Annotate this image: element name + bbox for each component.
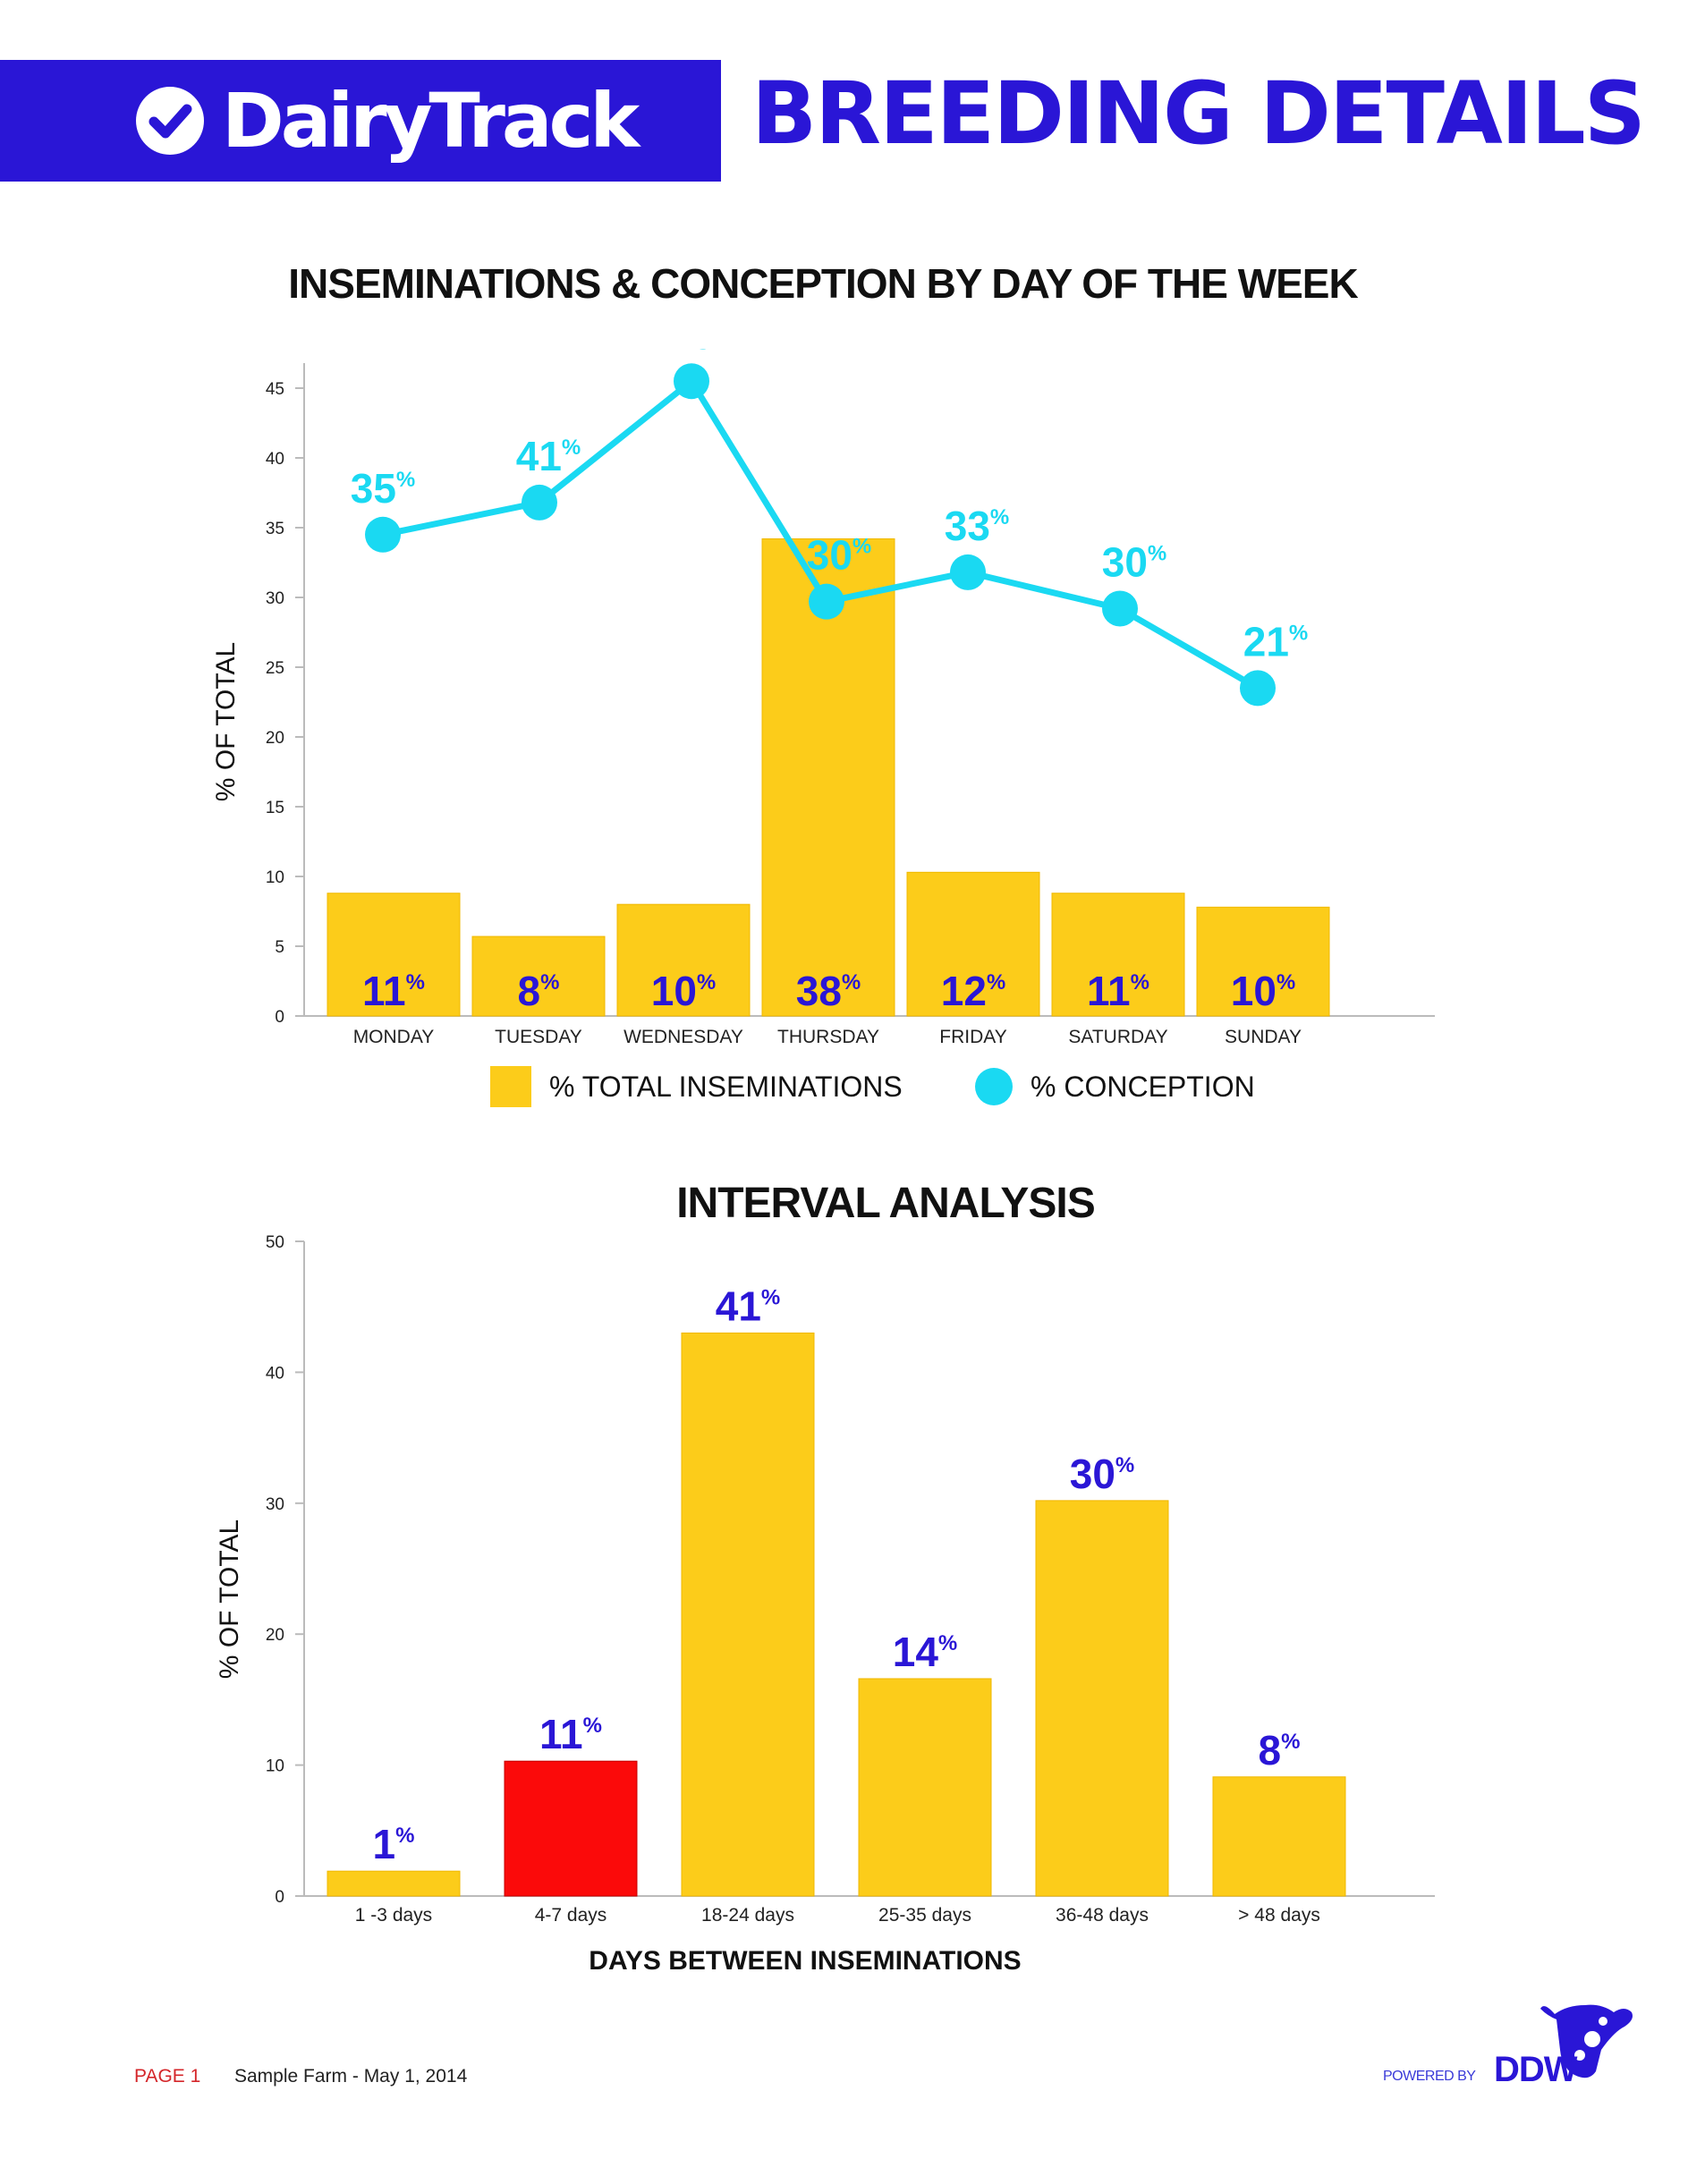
powered-by-label: POWERED BY — [1383, 2069, 1476, 2084]
x-tick-label: SATURDAY — [1068, 1027, 1167, 1047]
conception-point — [1102, 590, 1138, 627]
y-tick-label: 50 — [266, 1233, 284, 1252]
cow-icon — [1540, 2004, 1633, 2078]
bar-value-label: 10% — [651, 968, 717, 1014]
y-tick-label: 25 — [266, 659, 284, 678]
y-tick-label: 30 — [266, 589, 284, 608]
x-tick-label: 1 -3 days — [355, 1905, 432, 1926]
x-tick-label: 25-35 days — [878, 1905, 971, 1926]
conception-point — [674, 363, 709, 400]
y-tick-label: 10 — [266, 1757, 284, 1776]
brand-name: DairyTrack — [222, 77, 640, 165]
legend-swatch-inseminations — [490, 1066, 531, 1107]
bar-saturday — [1051, 893, 1185, 1017]
conception-value-label: 41% — [516, 433, 581, 479]
legend-item-inseminations: % TOTAL INSEMINATIONS — [490, 1066, 903, 1107]
interval-bar — [1212, 1776, 1346, 1897]
x-tick-label: 4-7 days — [535, 1905, 607, 1926]
bar-friday — [906, 871, 1040, 1017]
x-tick-label: SUNDAY — [1225, 1027, 1302, 1047]
x-tick-label: FRIDAY — [939, 1027, 1006, 1047]
interval-bar — [681, 1332, 815, 1897]
bar-value-label: 11% — [1087, 968, 1149, 1014]
conception-point — [365, 516, 401, 553]
y-tick-label: 15 — [266, 799, 284, 817]
x-tick-label: THURSDAY — [777, 1027, 879, 1047]
bar-wednesday — [616, 903, 751, 1017]
conception-value-label: 33% — [945, 503, 1010, 549]
y-axis-label: % OF TOTAL — [215, 1519, 244, 1679]
chart-title-interval: INTERVAL ANALYSIS — [676, 1180, 1096, 1227]
chart-title-day-of-week: INSEMINATIONS & CONCEPTION BY DAY OF THE… — [288, 260, 1358, 307]
conception-value-label: 30% — [807, 532, 872, 579]
conception-point — [1240, 670, 1276, 707]
x-tick-label: 36-48 days — [1056, 1905, 1149, 1926]
y-tick-label: 45 — [266, 380, 284, 399]
y-tick-label: 40 — [266, 450, 284, 469]
bar-value-label: 1% — [373, 1821, 415, 1867]
legend-label-inseminations: % TOTAL INSEMINATIONS — [549, 1070, 903, 1103]
legend-label-conception: % CONCEPTION — [1031, 1070, 1255, 1103]
bar-value-label: 8% — [1259, 1727, 1301, 1773]
y-tick-label: 35 — [266, 520, 284, 538]
bar-value-label: 12% — [941, 968, 1006, 1014]
bar-value-label: 14% — [893, 1629, 958, 1675]
interval-bar — [504, 1760, 638, 1897]
bar-monday — [327, 893, 461, 1017]
x-axis-title: DAYS BETWEEN INSEMINATIONS — [589, 1946, 1022, 1976]
bar-sunday — [1196, 906, 1330, 1017]
y-tick-label: 40 — [266, 1364, 284, 1383]
y-tick-label: 20 — [266, 1626, 284, 1645]
bar-value-label: 41% — [716, 1282, 781, 1329]
y-tick-label: 20 — [266, 729, 284, 748]
conception-point — [950, 554, 986, 590]
y-axis-label: % OF TOTAL — [211, 642, 241, 801]
x-tick-label: 18-24 days — [701, 1905, 794, 1926]
bar-tuesday — [471, 935, 606, 1017]
header-banner: DairyTrack — [0, 60, 721, 182]
interval-bar — [1035, 1500, 1169, 1897]
bar-value-label: 10% — [1231, 968, 1296, 1014]
day-of-week-chart: 0 5 10 15 20 25 30 35 40 45 % OF TOTAL 11% MONDAY 8% T… — [211, 349, 1435, 1047]
x-tick-label: > 48 days — [1238, 1905, 1320, 1926]
ddw-brand: DDW — [1494, 2050, 1578, 2089]
conception-point — [522, 484, 557, 521]
interval-bar — [858, 1678, 992, 1897]
y-tick-label: 0 — [275, 1008, 284, 1027]
legend-dot-conception — [975, 1068, 1013, 1105]
y-tick-label: 10 — [266, 868, 284, 887]
bar-value-label: 30% — [1070, 1451, 1135, 1497]
conception-value-label: 21% — [1243, 618, 1309, 665]
chart-legend: % TOTAL INSEMINATIONS % CONCEPTION — [0, 1061, 1688, 1114]
x-tick-label: TUESDAY — [495, 1027, 582, 1047]
bar-value-label: 11% — [539, 1711, 602, 1757]
interval-analysis-chart: 0 10 20 30 40 50 % OF TOTAL 1% 1 -3 days 11% 4-7 d… — [215, 1233, 1435, 1926]
y-tick-label: 0 — [275, 1888, 284, 1907]
footer-page-number: PAGE 1 — [134, 2066, 201, 2087]
x-tick-label: WEDNESDAY — [623, 1027, 743, 1047]
conception-value-label: 30% — [1102, 538, 1167, 585]
page-title: BREEDING DETAILS — [751, 63, 1646, 164]
check-circle-icon — [136, 87, 204, 155]
footer-farm-date: Sample Farm - May 1, 2014 — [234, 2066, 468, 2087]
interval-bar — [327, 1870, 461, 1897]
bar-value-label: 38% — [796, 968, 861, 1014]
legend-item-conception: % CONCEPTION — [975, 1068, 1255, 1105]
x-tick-label: MONDAY — [353, 1027, 435, 1047]
bar-value-label: 8% — [518, 968, 560, 1014]
conception-value-label: 46% — [668, 349, 734, 358]
y-tick-label: 30 — [266, 1495, 284, 1514]
conception-point — [809, 583, 844, 620]
bar-value-label: 11% — [362, 968, 425, 1014]
conception-value-label: 35% — [351, 465, 416, 512]
y-tick-label: 5 — [275, 938, 284, 957]
